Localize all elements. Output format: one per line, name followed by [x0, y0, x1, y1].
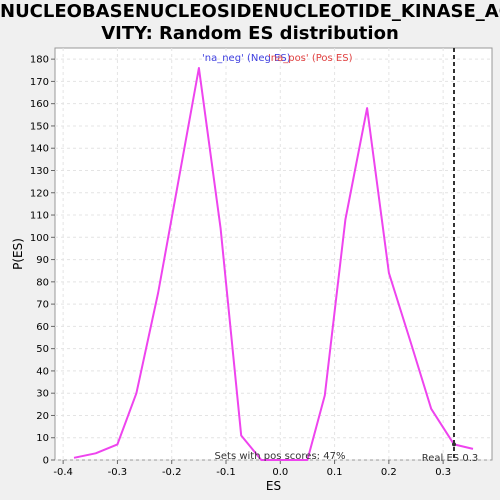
- y-tick-label: 60: [36, 322, 49, 333]
- legend-entry-pos: 'na_pos' (Pos ES): [268, 53, 353, 64]
- y-tick-label: 40: [36, 366, 49, 377]
- y-tick-label: 180: [30, 55, 49, 66]
- x-tick-label: 0.3: [435, 467, 451, 478]
- y-axis: 0 10 20 30 40 50 60 70 80 90 100 110 120 130 140 150 160…: [30, 55, 55, 467]
- y-tick-label: 120: [30, 188, 49, 199]
- x-tick-label: -0.1: [216, 467, 236, 478]
- x-axis: -0.4 -0.3 -0.2 -0.1 0.0 0.1 0.2 0.3: [53, 460, 451, 478]
- pos-score-annotation: Sets with pos scores: 47%: [215, 451, 346, 462]
- y-tick-label: 80: [36, 277, 49, 288]
- y-tick-label: 160: [30, 99, 49, 110]
- x-tick-label: 0.0: [272, 467, 288, 478]
- x-axis-label: ES: [266, 479, 281, 493]
- y-tick-label: 10: [36, 433, 49, 444]
- y-tick-label: 130: [30, 166, 49, 177]
- x-tick-label: -0.3: [108, 467, 128, 478]
- y-tick-label: 150: [30, 121, 49, 132]
- y-axis-label: P(ES): [11, 238, 25, 270]
- y-tick-label: 70: [36, 300, 49, 311]
- x-tick-label: -0.2: [162, 467, 182, 478]
- y-tick-label: 140: [30, 144, 49, 155]
- x-tick-label: 0.1: [327, 467, 343, 478]
- x-tick-label: 0.2: [381, 467, 397, 478]
- y-tick-label: 110: [30, 211, 49, 222]
- y-tick-label: 20: [36, 411, 49, 422]
- y-tick-label: 100: [30, 233, 49, 244]
- y-tick-label: 90: [36, 255, 49, 266]
- y-tick-label: 170: [30, 77, 49, 88]
- x-tick-label: -0.4: [53, 467, 73, 478]
- y-tick-label: 50: [36, 344, 49, 355]
- y-tick-label: 30: [36, 389, 49, 400]
- real-es-label: Real ES 0.3: [422, 453, 478, 464]
- plot-area: [55, 48, 492, 460]
- real-es-marker-point: [452, 442, 456, 446]
- y-tick-label: 0: [43, 456, 49, 467]
